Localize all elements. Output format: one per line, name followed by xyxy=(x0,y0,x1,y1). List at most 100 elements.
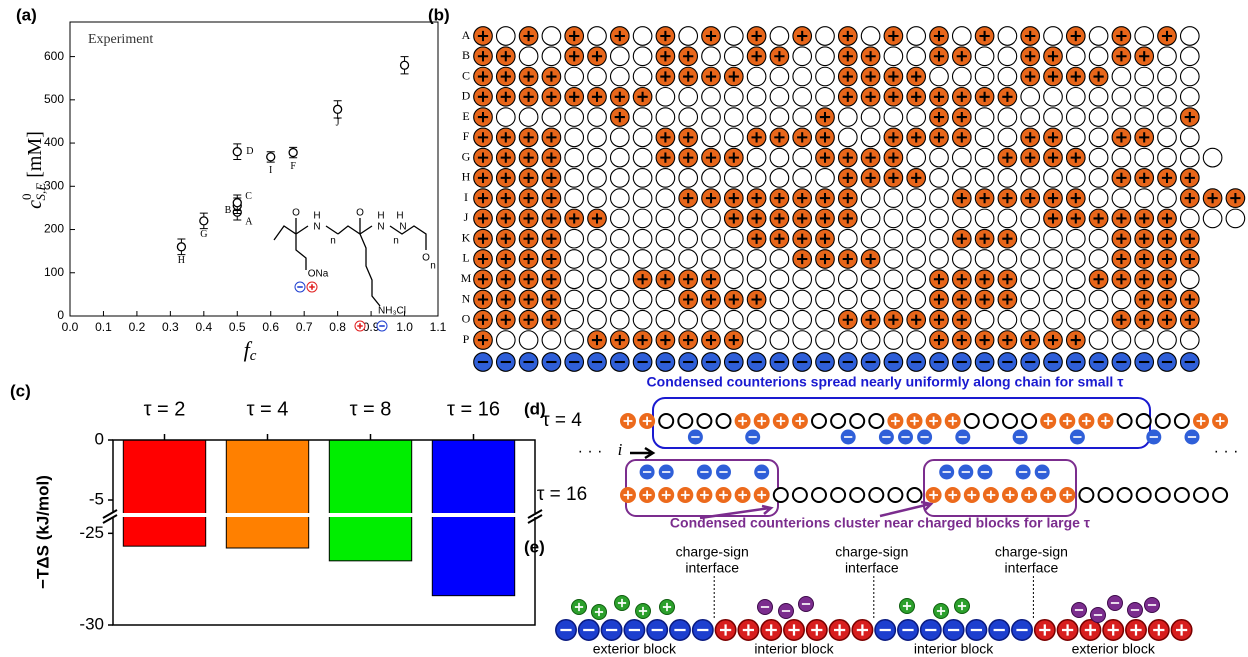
bead xyxy=(884,331,903,350)
plot-frame xyxy=(70,22,438,316)
bead xyxy=(861,229,880,248)
bar xyxy=(226,440,308,548)
bead xyxy=(679,108,698,127)
bead xyxy=(1067,229,1086,248)
bar xyxy=(432,440,514,596)
bead xyxy=(816,270,835,289)
point-label: D xyxy=(246,146,253,157)
bead xyxy=(656,310,675,329)
bead xyxy=(1158,189,1177,208)
bead xyxy=(565,310,584,329)
bead xyxy=(907,148,926,167)
page: { "panel_labels": ["(a)", "(b)", "(c)", … xyxy=(0,0,1248,657)
bead xyxy=(839,331,858,350)
bead xyxy=(1226,209,1245,228)
bead xyxy=(542,47,561,66)
point xyxy=(334,105,342,113)
bead xyxy=(1022,414,1036,428)
bead xyxy=(542,108,561,127)
y-tick-label: 0 xyxy=(95,429,104,448)
bead xyxy=(611,229,630,248)
bead xyxy=(1089,250,1108,269)
annotation: Condensed counterions spread nearly unif… xyxy=(647,374,1125,390)
bead xyxy=(679,250,698,269)
category-label: τ = 16 xyxy=(447,398,500,420)
bead xyxy=(1067,250,1086,269)
bead xyxy=(770,108,789,127)
x-tick-label: 0.6 xyxy=(262,320,279,334)
bead xyxy=(702,250,721,269)
bead xyxy=(611,209,630,228)
bead xyxy=(861,270,880,289)
row-label: G xyxy=(462,149,471,163)
bead xyxy=(588,250,607,269)
point xyxy=(267,153,275,161)
y-label-unit: [mM] xyxy=(24,131,46,183)
interface-label: interface xyxy=(685,560,739,576)
bead xyxy=(884,47,903,66)
bead xyxy=(565,250,584,269)
bead xyxy=(850,414,864,428)
bead xyxy=(659,414,673,428)
bead xyxy=(975,108,994,127)
structure-label: O xyxy=(292,208,300,219)
structure-label: N xyxy=(313,222,320,233)
bead xyxy=(611,189,630,208)
bead xyxy=(702,209,721,228)
category-label: τ = 4 xyxy=(247,398,289,420)
bead xyxy=(1021,88,1040,107)
bead xyxy=(884,250,903,269)
point-label: J xyxy=(336,118,340,129)
bead xyxy=(839,108,858,127)
bead xyxy=(975,47,994,66)
bead xyxy=(1118,488,1132,502)
bead xyxy=(888,488,902,502)
bead xyxy=(656,209,675,228)
bead xyxy=(839,128,858,147)
bead xyxy=(1203,209,1222,228)
bead xyxy=(861,108,880,127)
structure-label: ONa xyxy=(308,269,329,280)
bead xyxy=(519,331,538,350)
point xyxy=(401,61,409,69)
category-label: τ = 8 xyxy=(350,398,392,420)
bead xyxy=(770,88,789,107)
bead xyxy=(1158,331,1177,350)
bead xyxy=(1079,488,1093,502)
bead xyxy=(793,169,812,188)
figure: (a) (b) (c) (d) (e) 0.00.10.20.30.40.50.… xyxy=(0,0,1248,657)
bead xyxy=(1181,27,1200,46)
row-label: E xyxy=(462,109,469,123)
bead xyxy=(656,250,675,269)
row-label: B xyxy=(462,48,470,62)
bead xyxy=(611,169,630,188)
bead xyxy=(611,270,630,289)
point xyxy=(233,148,241,156)
bead xyxy=(633,148,652,167)
point xyxy=(200,217,208,225)
structure-label: N xyxy=(399,222,406,233)
structure-label: H xyxy=(377,211,384,222)
bead xyxy=(702,47,721,66)
interface-label: charge-sign xyxy=(676,544,749,560)
bead xyxy=(975,67,994,86)
bead xyxy=(816,331,835,350)
bead xyxy=(907,250,926,269)
bead xyxy=(725,108,744,127)
ellipsis: · · · xyxy=(578,443,603,460)
y-label-sup: 0 xyxy=(19,193,34,200)
bead xyxy=(1112,331,1131,350)
bead xyxy=(1044,108,1063,127)
bead xyxy=(588,270,607,289)
block-label: exterior block xyxy=(593,641,677,657)
block-label: interior block xyxy=(754,641,834,657)
bead xyxy=(998,169,1017,188)
row-label: C xyxy=(462,68,470,82)
row-label: N xyxy=(462,291,471,305)
ellipsis: · · · xyxy=(1214,443,1239,460)
bead xyxy=(1175,414,1189,428)
bead xyxy=(812,488,826,502)
bead xyxy=(588,310,607,329)
bead xyxy=(861,209,880,228)
bead xyxy=(861,27,880,46)
